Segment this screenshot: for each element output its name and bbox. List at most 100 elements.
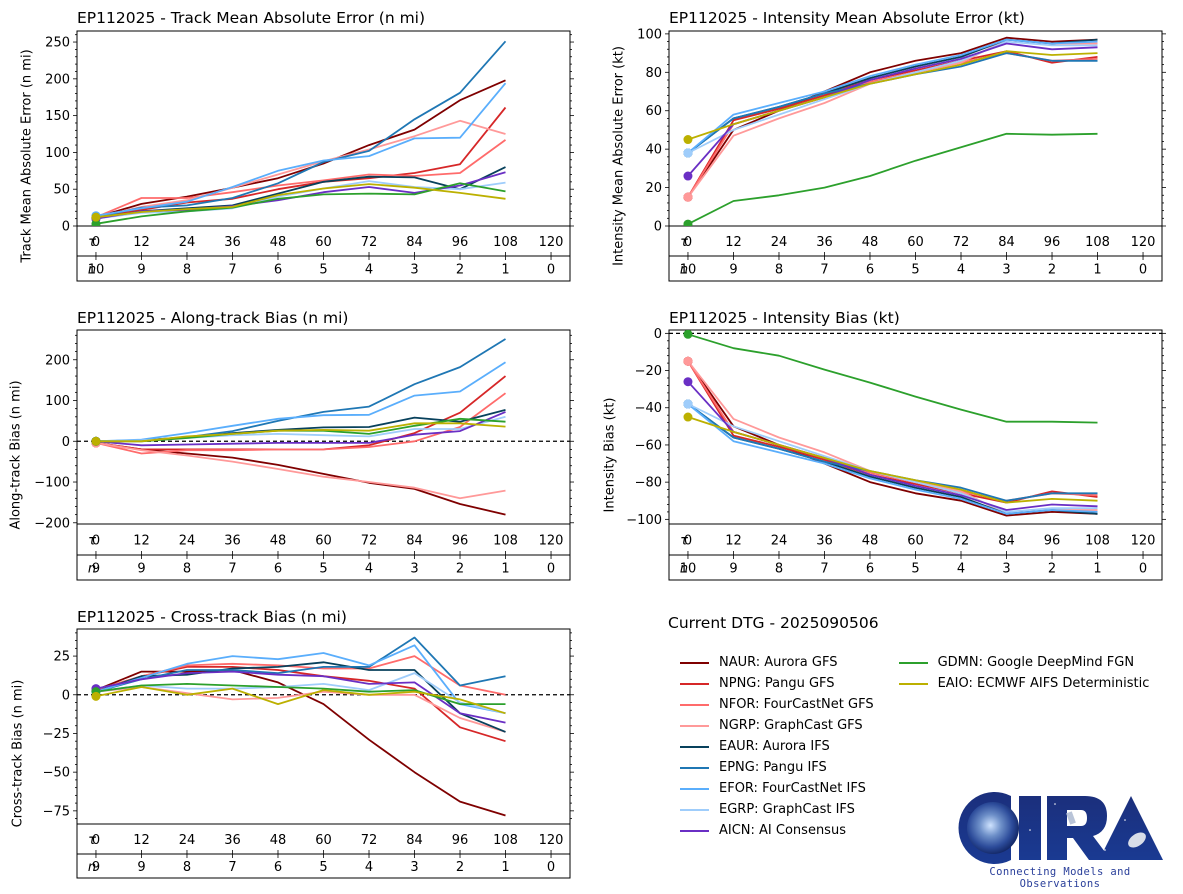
series-line-ngrp [95, 119, 506, 219]
tau-tick-label: 108 [1085, 235, 1110, 250]
series-marker-eaio [91, 436, 101, 446]
n-axis-label: n [88, 562, 96, 577]
tau-tick-label: 72 [361, 235, 378, 250]
series-group [91, 636, 506, 817]
tau-tick-label: 24 [771, 534, 788, 549]
n-count-label: 5 [911, 562, 919, 577]
y-tick-label: 0 [62, 435, 70, 450]
y-tick-label: −50 [43, 766, 70, 781]
series-line-efor [687, 403, 1098, 515]
tau-tick-label: 0 [684, 235, 692, 250]
n-count-label: 6 [274, 860, 282, 875]
y-tick-label: −100 [34, 476, 70, 491]
legend-line-swatch [680, 703, 709, 706]
y-tick-label: 0 [62, 220, 70, 235]
n-count-label: 1 [501, 860, 509, 875]
n-count-label: 9 [92, 860, 100, 875]
tau-tick-label: 0 [92, 534, 100, 549]
y-tick-label: 200 [45, 353, 70, 368]
tau-tick-label: 84 [406, 833, 423, 848]
legend-label: EAUR: Aurora IFS [719, 739, 830, 754]
logo-letter-i [1019, 796, 1041, 860]
tau-tick-label: 60 [907, 235, 924, 250]
n-count-label: 8 [183, 860, 191, 875]
tau-axis-label: τ [88, 235, 96, 250]
legend-item-eaio: EAIO: ECMWF AIFS Deterministic [898, 673, 1150, 694]
radar-dish-icon [1128, 832, 1146, 848]
tau-tick-label: 36 [816, 235, 833, 250]
y-tick-label: 100 [45, 394, 70, 409]
tau-tick-label: 96 [452, 833, 469, 848]
y-tick-label: −25 [43, 727, 70, 742]
plot-frame [76, 628, 571, 825]
legend-label: GDMN: Google DeepMind FGN [937, 655, 1135, 670]
series-line-efor [687, 38, 1098, 154]
n-count-label: 8 [183, 263, 191, 278]
chart-title: EP112025 - Intensity Bias (kt) [669, 309, 900, 327]
n-count-label: 2 [456, 860, 464, 875]
n-count-label: 7 [228, 562, 236, 577]
series-line-eaio [96, 422, 506, 443]
series-line-ngrp [687, 38, 1098, 198]
series-line-egrp [687, 40, 1098, 154]
series-line-epng [95, 40, 507, 219]
tau-tick-label: 96 [1044, 235, 1061, 250]
series-marker-eaio [683, 135, 693, 145]
n-count-label: 5 [319, 263, 327, 278]
tau-tick-label: 108 [493, 833, 518, 848]
series-line-gdmn [95, 182, 506, 225]
y-tick-label: 100 [45, 146, 70, 161]
n-count-label: 3 [1002, 562, 1010, 577]
y-tick-label: 250 [45, 36, 70, 51]
series-marker-egrp [683, 148, 693, 158]
tau-tick-label: 120 [1131, 534, 1156, 549]
legend-label: AICN: AI Consensus [719, 823, 846, 838]
legend-line-swatch [680, 808, 709, 811]
tau-tick-label: 24 [179, 534, 196, 549]
series-group [91, 338, 507, 516]
tau-tick-label: 36 [224, 833, 241, 848]
n-count-label: 6 [274, 263, 282, 278]
legend-label: EGRP: GraphCast IFS [719, 802, 855, 817]
n-count-label: 4 [365, 860, 373, 875]
tau-tick-label: 36 [816, 534, 833, 549]
tau-tick-label: 96 [452, 534, 469, 549]
y-axis-label: Intensity Bias (kt) [603, 398, 618, 513]
tau-tick-label: 120 [1131, 235, 1156, 250]
tau-tick-label: 24 [179, 833, 196, 848]
legend-label: NFOR: FourCastNet GFS [719, 697, 874, 712]
logo-letter-c [958, 792, 1011, 864]
n-count-label: 10 [680, 562, 697, 577]
chart-intensity-bias: EP112025 - Intensity Bias (kt) Intensity … [603, 309, 1166, 581]
y-tick-label: 150 [45, 109, 70, 124]
y-tick-label: −20 [635, 364, 662, 379]
tau-tick-label: 120 [539, 534, 564, 549]
y-axis-label: Cross-track Bias (n mi) [11, 680, 26, 828]
series-line-naur [687, 36, 1098, 198]
tau-tick-label: 60 [315, 534, 332, 549]
n-count-label: 2 [456, 562, 464, 577]
tau-tick-label: 48 [862, 534, 879, 549]
legend-label: EAIO: ECMWF AIFS Deterministic [937, 676, 1150, 691]
series-line-eaur [687, 38, 1098, 154]
n-count-label: 7 [820, 263, 828, 278]
legend-column: NAUR: Aurora GFS NPNG: Pangu GFS NFOR: Fou… [680, 652, 874, 841]
n-count-label: 4 [365, 562, 373, 577]
tau-tick-label: 108 [1085, 534, 1110, 549]
n-count-label: 2 [1048, 263, 1056, 278]
tau-tick-label: 12 [725, 235, 742, 250]
legend-title: Current DTG - 2025090506 [668, 614, 879, 632]
legend-line-swatch [898, 682, 928, 685]
tau-tick-label: 72 [953, 235, 970, 250]
legend-item-ngrp: NGRP: GraphCast GFS [680, 715, 874, 736]
legend-line-swatch [680, 724, 709, 727]
series-line-eaio [95, 686, 506, 715]
legend-line-swatch [680, 745, 709, 748]
y-tick-label: 40 [645, 143, 662, 158]
tau-tick-label: 12 [133, 833, 150, 848]
legend-label: EFOR: FourCastNet IFS [719, 781, 866, 796]
n-count-label: 3 [410, 263, 418, 278]
series-group [683, 36, 1098, 226]
tau-tick-label: 72 [361, 833, 378, 848]
